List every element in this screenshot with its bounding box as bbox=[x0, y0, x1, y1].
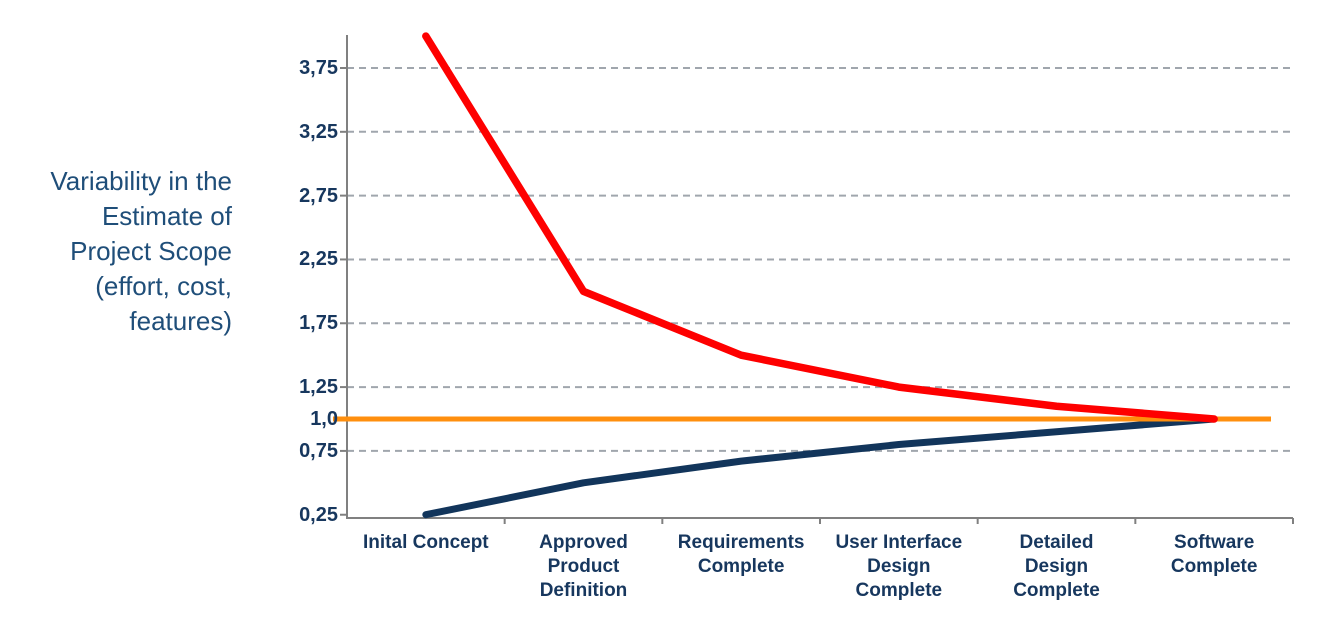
y-tick-label: 3,25 bbox=[299, 120, 338, 143]
x-category-label: Inital Concept bbox=[363, 532, 489, 553]
y-tick-label: 1,25 bbox=[299, 376, 338, 399]
y-tick-label: 0,75 bbox=[299, 439, 338, 462]
x-category-label: Detailed Design Complete bbox=[1013, 532, 1100, 601]
y-axis-title: Variability in the Estimate of Project S… bbox=[50, 166, 232, 336]
x-category-label: Software Complete bbox=[1170, 532, 1258, 577]
y-tick-label: 2,75 bbox=[299, 184, 338, 207]
y-tick-label: 1,75 bbox=[299, 312, 338, 335]
x-category-label: User Interface Design Complete bbox=[835, 532, 963, 601]
x-category-label: Approved Product Definition bbox=[539, 532, 628, 601]
y-tick-label: 3,75 bbox=[299, 56, 338, 79]
y-tick-label: 2,25 bbox=[299, 248, 338, 271]
lower-estimate-bound-line bbox=[422, 415, 1218, 519]
x-category-label: Requirements Complete bbox=[677, 532, 805, 577]
y-tick-label: 1,0 bbox=[310, 408, 338, 430]
upper-estimate-bound-line bbox=[422, 32, 1218, 423]
y-tick-label: 0,25 bbox=[299, 503, 338, 526]
